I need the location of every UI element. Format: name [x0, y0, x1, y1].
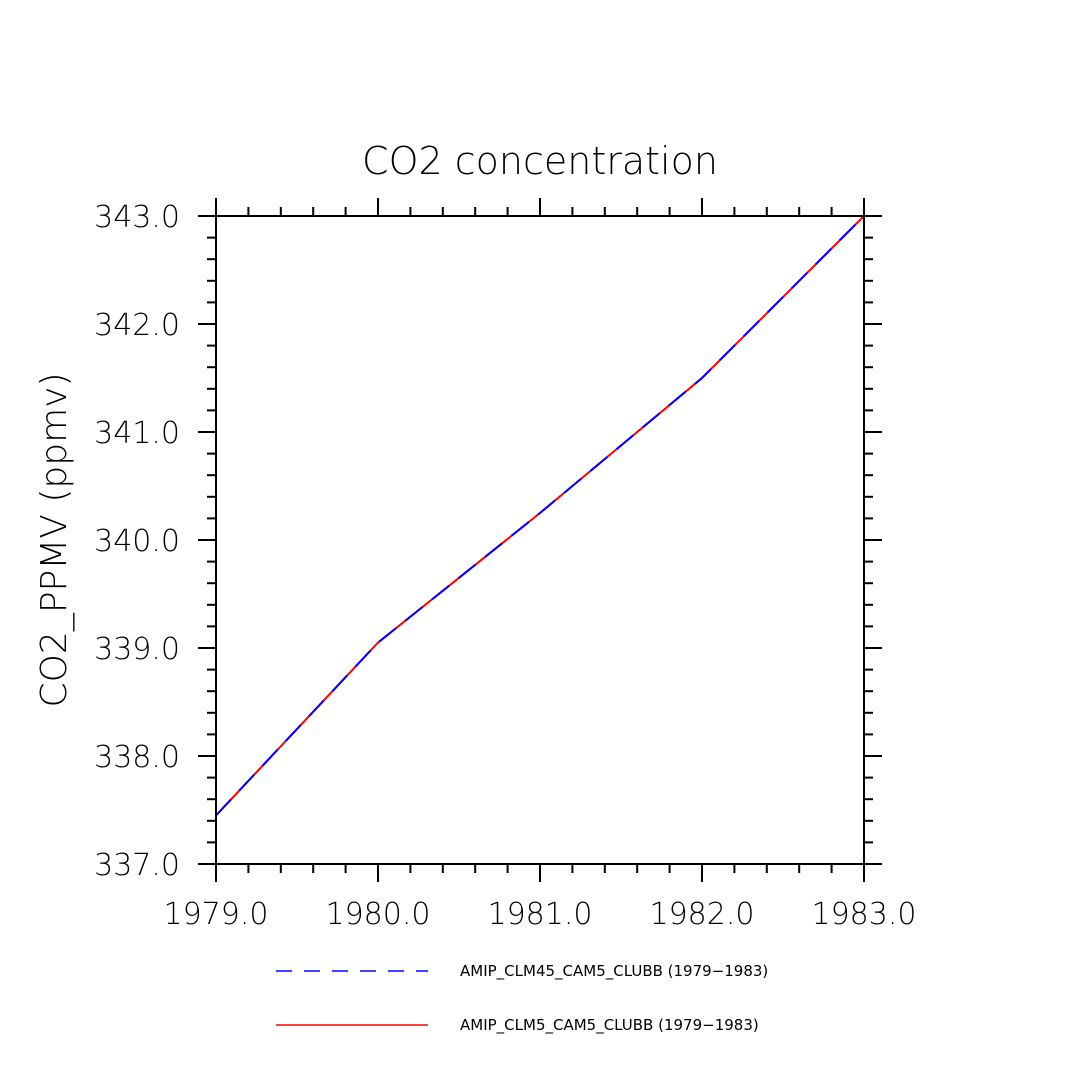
y-tick-label: 339.0	[94, 632, 180, 667]
y-tick-label: 341.0	[94, 416, 180, 451]
y-tick-label: 343.0	[94, 200, 180, 235]
legend: AMIP_CLM45_CAM5_CLUBB (1979−1983) AMIP_CL…	[276, 962, 768, 1035]
x-tick-label: 1981.0	[488, 897, 593, 932]
tick-layer: 1979.0 1980.0 1981.0 1982.0 1983.0 337.0 338.0…	[94, 198, 916, 932]
y-tick-label: 338.0	[94, 740, 180, 775]
x-tick-label: 1979.0	[164, 897, 269, 932]
y-tick-label: 342.0	[94, 308, 180, 343]
y-axis-label: CO2_PPMV (ppmv)	[34, 372, 75, 707]
chart-title: CO2 concentration	[362, 139, 718, 183]
y-tick-label: 337.0	[94, 848, 180, 883]
legend-label-1: AMIP_CLM45_CAM5_CLUBB (1979−1983)	[460, 962, 768, 981]
legend-label-2: AMIP_CLM5_CAM5_CLUBB (1979−1983)	[460, 1016, 759, 1035]
x-tick-label: 1980.0	[326, 897, 431, 932]
series-line-2	[215, 215, 865, 817]
series-line-1	[215, 215, 865, 817]
x-tick-label: 1983.0	[812, 897, 917, 932]
x-tick-label: 1982.0	[650, 897, 755, 932]
y-tick-label: 340.0	[94, 524, 180, 559]
series-layer	[215, 215, 865, 817]
